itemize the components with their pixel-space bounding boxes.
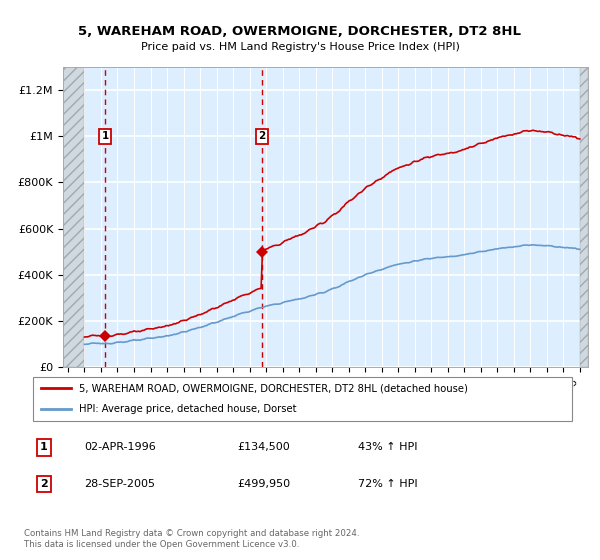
- Text: Contains HM Land Registry data © Crown copyright and database right 2024.
This d: Contains HM Land Registry data © Crown c…: [24, 529, 359, 549]
- Text: Price paid vs. HM Land Registry's House Price Index (HPI): Price paid vs. HM Land Registry's House …: [140, 42, 460, 52]
- Text: £499,950: £499,950: [238, 479, 290, 489]
- Text: HPI: Average price, detached house, Dorset: HPI: Average price, detached house, Dors…: [79, 404, 296, 414]
- Bar: [63, 67, 85, 367]
- Text: £134,500: £134,500: [238, 442, 290, 452]
- Text: 1: 1: [40, 442, 47, 452]
- Text: 43% ↑ HPI: 43% ↑ HPI: [358, 442, 417, 452]
- Bar: [580, 67, 588, 367]
- Text: 28-SEP-2005: 28-SEP-2005: [85, 479, 155, 489]
- Text: 5, WAREHAM ROAD, OWERMOIGNE, DORCHESTER, DT2 8HL (detached house): 5, WAREHAM ROAD, OWERMOIGNE, DORCHESTER,…: [79, 383, 468, 393]
- Text: 5, WAREHAM ROAD, OWERMOIGNE, DORCHESTER, DT2 8HL: 5, WAREHAM ROAD, OWERMOIGNE, DORCHESTER,…: [79, 25, 521, 38]
- Text: 2: 2: [40, 479, 47, 489]
- Text: 72% ↑ HPI: 72% ↑ HPI: [358, 479, 417, 489]
- Text: 02-APR-1996: 02-APR-1996: [85, 442, 157, 452]
- FancyBboxPatch shape: [33, 377, 572, 421]
- Text: 1: 1: [101, 132, 109, 141]
- Text: 2: 2: [259, 132, 266, 141]
